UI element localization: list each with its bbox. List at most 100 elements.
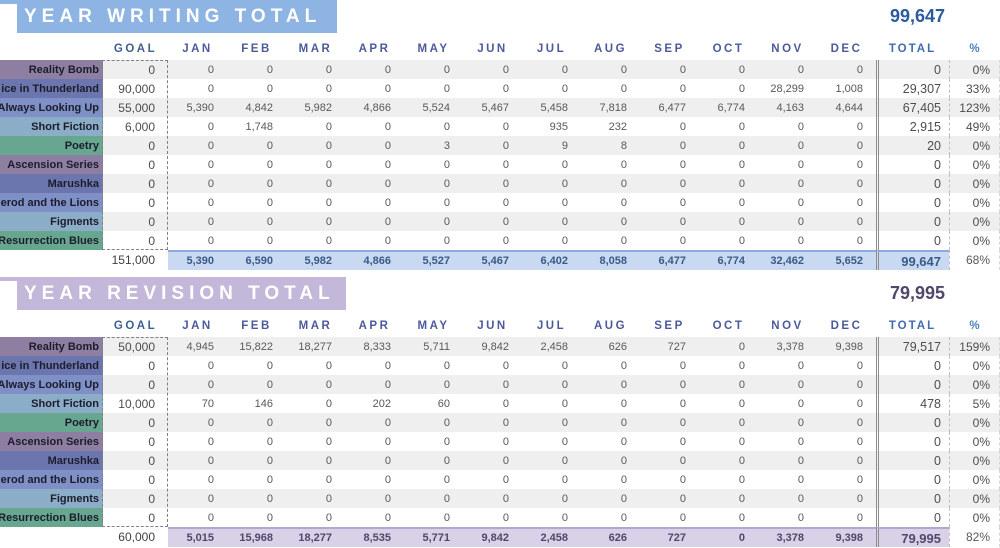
totals-cell[interactable]: 5,652 [817, 250, 876, 270]
cell[interactable]: 0 [522, 489, 581, 508]
cell[interactable]: 0 [758, 212, 817, 231]
cell[interactable]: 0 [679, 397, 686, 410]
cell[interactable]: 0% [949, 60, 1000, 79]
cell[interactable]: 6,477 [640, 98, 699, 117]
cell[interactable]: 478 [876, 394, 949, 413]
cell[interactable]: 0 [266, 196, 273, 209]
row-label[interactable]: Resurrection Blues [0, 231, 103, 250]
cell[interactable]: 0% [949, 413, 1000, 432]
cell[interactable]: 0 [325, 359, 332, 372]
row-label[interactable]: Marushka [0, 174, 103, 193]
cell[interactable]: 0 [581, 212, 640, 231]
row-label[interactable]: Poetry [0, 136, 103, 155]
cell[interactable]: 0 [679, 473, 686, 486]
cell[interactable]: 0% [949, 193, 1000, 212]
cell[interactable]: 0 [876, 508, 949, 527]
col-header-may[interactable]: MAY [417, 320, 450, 332]
cell[interactable]: 0 [227, 136, 286, 155]
cell[interactable]: 0 [620, 473, 627, 486]
cell[interactable]: 0% [949, 212, 1000, 231]
cell[interactable]: 0% [949, 375, 1000, 394]
col-header-mar[interactable]: MAR [298, 43, 333, 55]
cell[interactable]: 5,982 [286, 98, 345, 117]
col-header-jul[interactable]: JUL [536, 320, 567, 332]
cell[interactable]: 0 [103, 136, 168, 155]
cell[interactable]: 0 [699, 212, 758, 231]
cell[interactable]: 0 [345, 60, 404, 79]
totals-cell[interactable]: 18,277 [286, 527, 345, 547]
cell[interactable]: 1,748 [245, 120, 273, 133]
cell[interactable]: 0 [345, 212, 404, 231]
totals-cell[interactable]: 5,527 [404, 250, 463, 270]
col-header-jan[interactable]: JAN [182, 43, 213, 55]
cell[interactable]: 0 [876, 231, 949, 250]
cell[interactable]: 0 [876, 193, 949, 212]
cell[interactable]: 0 [463, 489, 522, 508]
cell[interactable]: 0% [949, 136, 1000, 155]
totals-cell[interactable]: 5,467 [463, 250, 522, 270]
cell[interactable]: 0 [168, 60, 227, 79]
row-label[interactable]: erod and the Lions [0, 470, 103, 489]
row-label[interactable]: Short Fiction [0, 394, 103, 413]
cell[interactable]: 0 [679, 359, 686, 372]
totals-cell[interactable]: 79,995 [876, 527, 949, 547]
cell[interactable]: 0 [103, 451, 168, 470]
cell[interactable]: 0 [286, 136, 345, 155]
cell[interactable]: 49% [949, 117, 1000, 136]
cell[interactable]: 0 [463, 212, 522, 231]
cell[interactable]: 55,000 [103, 98, 168, 117]
cell[interactable]: 0 [581, 375, 640, 394]
cell[interactable]: 0 [404, 413, 463, 432]
row-label[interactable]: erod and the Lions [0, 193, 103, 212]
cell[interactable]: 0 [797, 234, 804, 247]
cell[interactable]: 0 [817, 212, 876, 231]
cell[interactable]: 0 [325, 120, 332, 133]
col-header-oct[interactable]: OCT [712, 320, 745, 332]
cell[interactable]: 0 [640, 212, 699, 231]
cell[interactable]: 0 [207, 473, 214, 486]
cell[interactable]: 935 [549, 120, 568, 133]
cell[interactable]: 5,467 [463, 98, 522, 117]
cell[interactable]: 0 [502, 196, 509, 209]
cell[interactable]: 0 [266, 234, 273, 247]
cell[interactable]: 0 [581, 451, 640, 470]
cell[interactable]: 20 [876, 136, 949, 155]
cell[interactable]: 0 [876, 212, 949, 231]
cell[interactable]: 9 [522, 136, 581, 155]
cell[interactable]: 0 [817, 174, 876, 193]
cell[interactable]: 0 [325, 511, 332, 524]
cell[interactable]: 0 [699, 60, 758, 79]
cell[interactable]: 0 [561, 397, 568, 410]
cell[interactable]: 0 [463, 451, 522, 470]
cell[interactable]: 0 [148, 195, 155, 210]
cell[interactable]: 0 [797, 158, 804, 171]
cell[interactable]: 0 [207, 435, 214, 448]
cell[interactable]: 0 [168, 413, 227, 432]
cell[interactable]: 0 [168, 489, 227, 508]
cell[interactable]: 0 [817, 413, 876, 432]
cell[interactable]: 0 [325, 82, 332, 95]
cell[interactable]: 0 [148, 510, 155, 525]
cell[interactable]: 0 [797, 435, 804, 448]
cell[interactable]: 0% [949, 155, 1000, 174]
cell[interactable]: 15,822 [227, 337, 286, 356]
cell[interactable]: 0 [384, 196, 391, 209]
row-label[interactable]: ice in Thunderland [0, 79, 103, 98]
cell[interactable]: 5,524 [404, 98, 463, 117]
cell[interactable]: 0 [699, 136, 758, 155]
cell[interactable]: 0 [207, 82, 214, 95]
cell[interactable]: 0 [266, 82, 273, 95]
cell[interactable]: 0 [561, 511, 568, 524]
cell[interactable]: 159% [949, 337, 1000, 356]
row-label[interactable]: Figments [0, 489, 103, 508]
cell[interactable]: 0 [738, 435, 745, 448]
totals-cell[interactable]: 6,477 [640, 250, 699, 270]
cell[interactable]: 0 [522, 212, 581, 231]
cell[interactable]: 0 [856, 473, 863, 486]
totals-cell[interactable]: 68% [949, 250, 1000, 270]
cell[interactable]: 0 [227, 212, 286, 231]
cell[interactable]: 0 [581, 489, 640, 508]
cell[interactable]: 4,945 [168, 337, 227, 356]
cell[interactable]: 0 [502, 120, 509, 133]
cell[interactable]: 0 [103, 174, 168, 193]
